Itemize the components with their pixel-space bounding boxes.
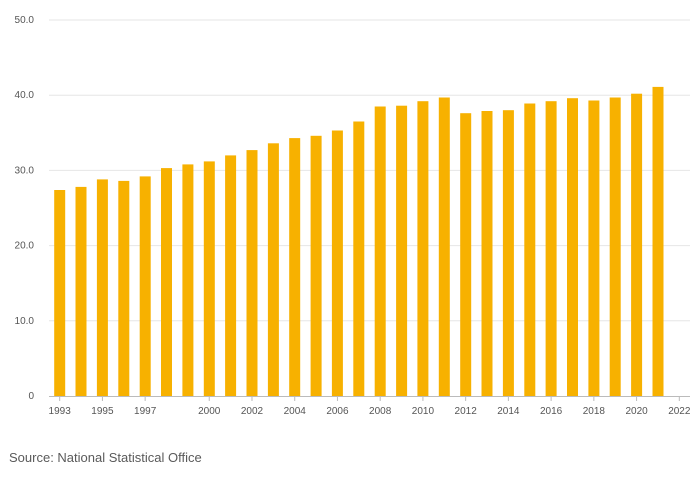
x-tick-label: 2006: [326, 406, 349, 417]
x-tick-label: 2008: [369, 406, 392, 417]
source-note: Source: National Statistical Office: [9, 450, 202, 465]
x-tick-label: 2022: [668, 406, 691, 417]
y-tick-label: 0: [28, 391, 34, 402]
bar-2006: [331, 130, 343, 396]
bar-2013: [481, 111, 493, 396]
bar-2004: [289, 138, 301, 396]
bar-1998: [161, 168, 172, 396]
bar-2016: [545, 101, 557, 396]
bar-2017: [567, 98, 578, 396]
bar-2012: [460, 113, 472, 396]
bar-2020: [631, 93, 643, 396]
x-tick-label: 2010: [412, 406, 435, 417]
y-tick-label: 10.0: [15, 316, 35, 327]
bar-2001: [225, 155, 237, 396]
bar-1997: [139, 176, 151, 396]
bar-2019: [609, 97, 621, 396]
x-tick-label: 1997: [134, 406, 157, 417]
bar-2011: [438, 97, 450, 396]
x-tick-label: 2012: [455, 406, 478, 417]
bar-2002: [246, 150, 258, 396]
y-tick-label: 50.0: [15, 15, 35, 26]
x-tick-label: 2016: [540, 406, 563, 417]
x-tick-label: 2000: [198, 406, 221, 417]
bar-1999: [182, 164, 194, 396]
x-tick-label: 2004: [284, 406, 307, 417]
bar-chart: 0 10.0 20.0 30.0 40.0 50.0 1993 1995 1997 2000 200…: [15, 15, 691, 417]
x-tick-label: 2002: [241, 406, 264, 417]
chart-area: 0 10.0 20.0 30.0 40.0 50.0 1993 1995 1997 2000 200…: [15, 15, 691, 417]
x-tick-label: 1995: [91, 406, 114, 417]
bar-2018: [588, 100, 600, 396]
bar-2021: [652, 86, 664, 397]
bar-2015: [524, 103, 536, 396]
y-tick-label: 20.0: [15, 241, 35, 252]
bar-2014: [502, 110, 514, 396]
y-tick-label: 40.0: [15, 90, 35, 101]
bar-1994: [75, 186, 87, 396]
bar-1995: [96, 179, 108, 396]
bar-2008: [374, 106, 386, 396]
x-tick-label: 1993: [49, 406, 72, 417]
bar-2007: [353, 121, 365, 396]
x-tick-label: 2018: [583, 406, 606, 417]
bar-2005: [310, 135, 322, 397]
bar-1993: [54, 190, 66, 396]
bar-2000: [203, 161, 215, 396]
y-tick-label: 30.0: [15, 165, 35, 176]
bar-1996: [118, 180, 130, 396]
x-tick-label: 2020: [625, 406, 648, 417]
x-tick-label: 2014: [497, 406, 520, 417]
bar-2009: [396, 105, 408, 396]
bar-2003: [267, 143, 279, 396]
bar-2010: [417, 101, 429, 396]
